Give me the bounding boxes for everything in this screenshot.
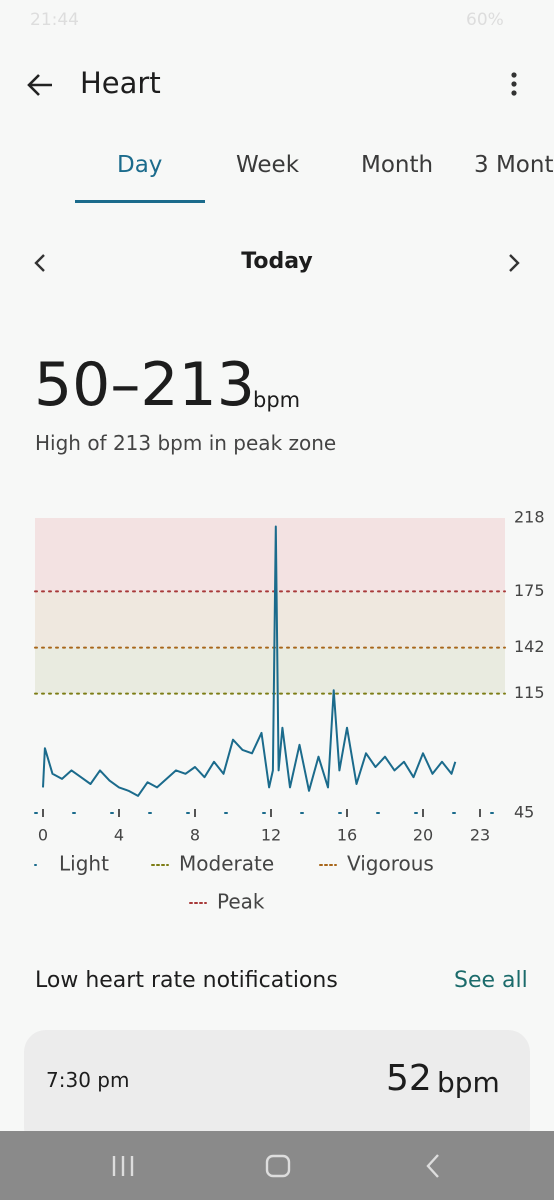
- zone-band: [35, 518, 505, 592]
- status-time: 21:44: [30, 10, 79, 30]
- y-tick-label: 115: [514, 683, 545, 702]
- legend-label: Peak: [217, 890, 265, 914]
- section-title: Low heart rate notifications: [35, 968, 338, 993]
- more-menu[interactable]: [506, 70, 522, 100]
- legend-label: Vigorous: [347, 852, 434, 876]
- home-button[interactable]: [265, 1154, 291, 1178]
- legend-label: Moderate: [179, 852, 274, 876]
- tab[interactable]: Week: [236, 152, 300, 178]
- zone-band: [35, 647, 505, 694]
- nav-buttons: [112, 1154, 439, 1178]
- legend-label: Light: [59, 852, 109, 876]
- heart-rate-line: [42, 525, 457, 797]
- page-title: Heart: [80, 66, 161, 100]
- date-label: Today: [241, 249, 313, 274]
- nav-bar: [0, 1131, 554, 1200]
- back-nav-button[interactable]: [426, 1154, 439, 1178]
- x-tick-label: 23: [470, 826, 490, 845]
- tab-indicator: [75, 200, 205, 203]
- see-all-link[interactable]: See all: [454, 968, 528, 993]
- x-tick-label: 20: [413, 826, 433, 845]
- x-tick-label: 8: [190, 826, 200, 845]
- x-tick-label: 16: [337, 826, 357, 845]
- notification-unit: bpm: [437, 1066, 500, 1099]
- hr-description: High of 213 bpm in peak zone: [35, 431, 337, 455]
- heart-chart: 218 175 142 115 45 0 4 8 12 16 20 23 Light Moderate Vi…: [34, 508, 545, 914]
- x-tick-label: 4: [114, 826, 124, 845]
- recents-button[interactable]: [112, 1156, 134, 1176]
- tab[interactable]: Day: [117, 152, 163, 178]
- x-tick-label: 0: [38, 826, 48, 845]
- notification-time: 7:30 pm: [46, 1068, 130, 1092]
- next-day[interactable]: [506, 252, 522, 274]
- zone-band: [35, 591, 505, 648]
- hr-range: 50–213: [34, 350, 255, 420]
- y-tick-label: 142: [514, 637, 545, 656]
- status-battery: 60%: [466, 10, 504, 30]
- tab[interactable]: Month: [361, 152, 434, 178]
- x-tick-label: 12: [261, 826, 281, 845]
- prev-day[interactable]: [32, 252, 48, 274]
- notification-card[interactable]: [24, 1030, 530, 1150]
- tab[interactable]: 3 Mont: [474, 152, 554, 178]
- hr-unit: bpm: [253, 388, 301, 412]
- y-tick-label: 218: [514, 508, 545, 527]
- y-tick-label: 175: [514, 581, 545, 600]
- notification-value: 52: [386, 1058, 432, 1099]
- y-tick-label: 45: [514, 803, 534, 822]
- back-button[interactable]: [26, 72, 54, 98]
